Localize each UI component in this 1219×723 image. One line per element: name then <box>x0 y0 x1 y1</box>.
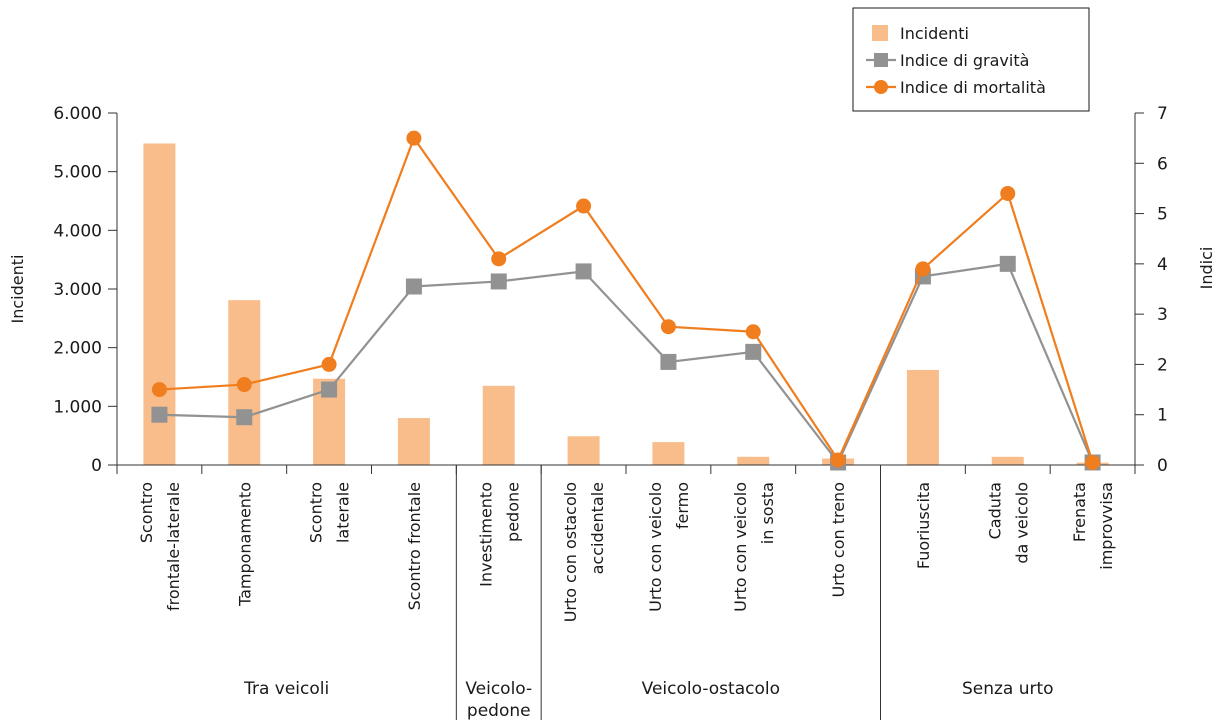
category-label: accidentale <box>588 482 607 574</box>
group-label: Veicolo-ostacolo <box>642 679 780 699</box>
category-label: in sosta <box>758 482 777 544</box>
right-axis-label: Indici <box>1197 247 1216 290</box>
bar-incidenti <box>397 418 430 465</box>
legend-label: Indice di mortalità <box>900 78 1046 97</box>
bar-incidenti <box>482 385 515 465</box>
marker-indice-di-mortalit- <box>406 130 422 146</box>
group-label: pedone <box>467 701 531 721</box>
marker-indice-di-gravit- <box>999 255 1016 272</box>
legend-label: Incidenti <box>900 24 969 43</box>
category-label: Scontro frontale <box>405 482 424 610</box>
category-label: Scontro <box>137 482 156 543</box>
left-axis-label: Incidenti <box>8 255 27 324</box>
category-label: frontale-laterale <box>164 482 183 611</box>
bar-incidenti <box>906 369 939 465</box>
left-tick-label: 1.000 <box>53 397 102 417</box>
bar-incidenti <box>737 456 770 465</box>
bar-incidenti <box>567 436 600 465</box>
bar-incidenti <box>991 456 1024 465</box>
line-indice-di-mortalit- <box>159 135 1094 463</box>
category-label: Urto con ostacolo <box>561 482 580 622</box>
category-label: Frenata <box>1070 482 1089 542</box>
legend-swatch-marker <box>874 80 888 94</box>
legend-swatch-marker <box>874 53 888 67</box>
category-label: Tamponamento <box>235 482 254 607</box>
marker-indice-di-mortalit- <box>1085 454 1101 470</box>
group-label: Senza urto <box>962 679 1054 699</box>
marker-indice-di-mortalit- <box>1000 185 1016 201</box>
left-tick-label: 0 <box>91 456 102 476</box>
category-label: improvvisa <box>1097 482 1116 570</box>
category-label: pedone <box>503 482 522 542</box>
right-tick-label: 3 <box>1157 305 1168 325</box>
category-label: laterale <box>334 482 353 543</box>
marker-indice-di-mortalit- <box>830 452 846 468</box>
category-label: Caduta <box>985 482 1004 539</box>
marker-indice-di-gravit- <box>490 273 507 290</box>
right-tick-label: 7 <box>1157 104 1168 124</box>
category-label: Urto con veicolo <box>731 482 750 612</box>
marker-indice-di-gravit- <box>236 409 253 426</box>
right-tick-label: 5 <box>1157 205 1168 225</box>
bar-incidenti <box>652 442 685 465</box>
marker-indice-di-gravit- <box>745 343 762 360</box>
left-tick-label: 3.000 <box>53 280 102 300</box>
legend: Incidenti Indice di gravità Indice di mort… <box>852 7 1090 112</box>
marker-indice-di-gravit- <box>660 353 677 370</box>
marker-indice-di-mortalit- <box>321 356 337 372</box>
category-label: Urto con treno <box>829 482 848 598</box>
legend-swatch-bar <box>872 25 888 41</box>
group-label: Tra veicoli <box>243 679 329 699</box>
marker-indice-di-mortalit- <box>236 377 252 393</box>
right-tick-label: 0 <box>1157 456 1168 476</box>
category-label: Urto con veicolo <box>646 482 665 612</box>
marker-indice-di-gravit- <box>151 406 168 423</box>
line-indice-di-gravit- <box>159 262 1094 465</box>
marker-indice-di-mortalit- <box>576 198 592 214</box>
marker-indice-di-mortalit- <box>491 251 507 267</box>
category-label: Fuoriuscita <box>914 482 933 569</box>
category-label: Investimento <box>476 482 495 587</box>
right-tick-label: 6 <box>1157 154 1168 174</box>
category-label: Scontro <box>307 482 326 543</box>
left-tick-label: 5.000 <box>53 163 102 183</box>
marker-indice-di-mortalit- <box>660 319 676 335</box>
left-tick-label: 4.000 <box>53 221 102 241</box>
marker-indice-di-gravit- <box>405 278 422 295</box>
marker-indice-di-mortalit- <box>151 382 167 398</box>
right-tick-label: 1 <box>1157 406 1168 426</box>
right-tick-label: 2 <box>1157 355 1168 375</box>
category-label: fermo <box>673 482 692 529</box>
marker-indice-di-mortalit- <box>915 261 931 277</box>
marker-indice-di-gravit- <box>321 381 338 398</box>
legend-label: Indice di gravità <box>900 51 1029 70</box>
marker-indice-di-mortalit- <box>745 324 761 340</box>
left-tick-label: 2.000 <box>53 339 102 359</box>
left-tick-label: 6.000 <box>53 104 102 124</box>
category-label: da veicolo <box>1012 482 1031 564</box>
marker-indice-di-gravit- <box>575 263 592 280</box>
right-tick-label: 4 <box>1157 255 1168 275</box>
group-label: Veicolo- <box>465 679 532 699</box>
